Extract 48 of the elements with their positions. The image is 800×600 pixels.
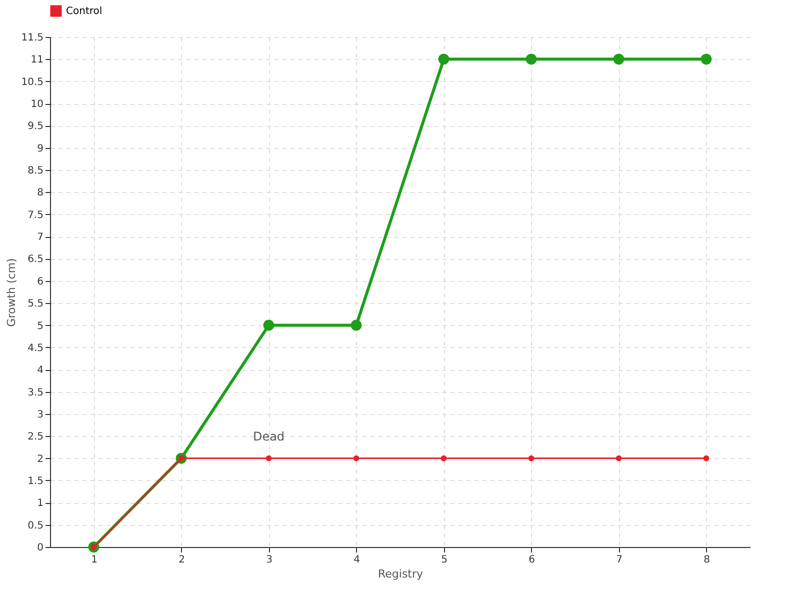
annotation: Dead — [252, 429, 285, 444]
y-tick-label: 0 — [37, 542, 44, 554]
y-tick-label: 6.5 — [28, 254, 44, 266]
point — [438, 54, 450, 65]
point — [613, 54, 624, 65]
y-tick-label: 5.5 — [28, 298, 44, 310]
y-tick-label: 10 — [30, 99, 44, 110]
x-tick-label: 8 — [704, 554, 710, 566]
y-tick-label: 4 — [37, 365, 44, 376]
x-tick-label: 1 — [91, 554, 98, 566]
x-tick-label: 6 — [528, 554, 535, 566]
point — [703, 455, 710, 462]
y-tick-label: 8.5 — [28, 166, 44, 177]
y-tick-label: 6 — [37, 276, 44, 288]
point — [700, 54, 712, 65]
x-tick-label: 7 — [616, 554, 622, 566]
y-tick-label: 2.5 — [28, 432, 44, 443]
y-tick-label: 8 — [37, 188, 44, 199]
y-tick-label: 4.5 — [28, 342, 44, 354]
x-tick-label: 5 — [441, 554, 448, 566]
x-tick-label: 2 — [178, 554, 185, 566]
y-tick-label: 7 — [37, 232, 44, 244]
x-tick-label: 4 — [354, 554, 360, 566]
legend-label: Control — [66, 6, 102, 17]
y-tick-label: 3.5 — [28, 387, 44, 398]
y-tick-label: 11.5 — [21, 32, 44, 44]
y-tick-label: 7.5 — [28, 210, 44, 221]
y-tick-label: 11 — [30, 54, 44, 66]
point — [263, 320, 274, 331]
y-tick-label: 0.5 — [28, 520, 44, 532]
y-tick-label: 9 — [37, 143, 44, 154]
y-tick-label: 5 — [37, 320, 44, 332]
y-tick-label: 10.5 — [21, 76, 44, 88]
point — [266, 455, 272, 462]
x-axis-title: Registry — [378, 568, 424, 580]
y-tick-label: 9.5 — [28, 121, 44, 132]
y-tick-label: 2 — [37, 454, 44, 465]
point — [353, 455, 360, 462]
point — [616, 455, 622, 462]
point — [350, 320, 362, 331]
x-tick-label: 3 — [266, 554, 272, 566]
y-tick-label: 1 — [37, 498, 44, 510]
y-axis-title: Growth (cm) — [5, 258, 18, 327]
y-tick-label: 1.5 — [28, 476, 44, 487]
point — [440, 455, 447, 462]
point — [528, 455, 534, 462]
y-tick-label: 3 — [37, 409, 44, 420]
point — [526, 54, 537, 65]
